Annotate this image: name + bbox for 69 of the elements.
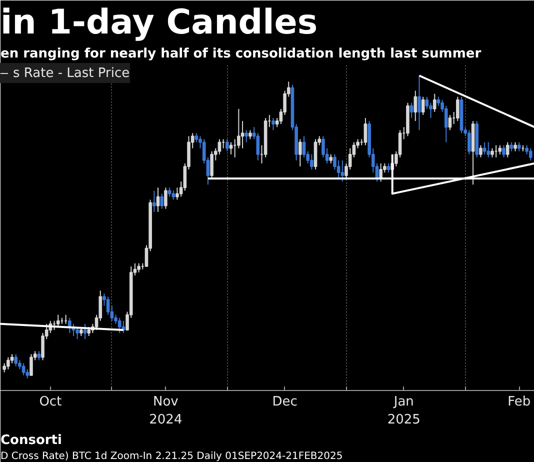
candlestick xyxy=(514,142,517,152)
candlestick xyxy=(68,317,72,334)
candlestick xyxy=(83,323,87,340)
candlestick xyxy=(218,138,222,155)
candlestick xyxy=(210,150,214,180)
candlestick xyxy=(479,144,482,158)
candlestick xyxy=(336,160,340,180)
candlestick xyxy=(425,96,429,110)
x-tick-label: Jan 2025 xyxy=(387,394,420,428)
candlestick xyxy=(14,354,18,367)
candlestick xyxy=(298,138,302,167)
candlestick xyxy=(137,262,140,273)
candlestick xyxy=(448,114,452,131)
candlestick xyxy=(10,354,14,364)
x-tick-label: Feb xyxy=(508,394,531,410)
candlestick xyxy=(436,96,440,106)
candlestick xyxy=(502,144,506,158)
candlestick xyxy=(490,148,494,158)
x-tick-label: Dec xyxy=(272,394,298,410)
x-tick-label: Oct xyxy=(39,394,62,410)
candlestick xyxy=(37,350,41,361)
candlestick xyxy=(379,162,382,182)
candlestick xyxy=(229,142,233,155)
candlestick xyxy=(486,142,490,158)
candlestick xyxy=(482,142,486,155)
text: Consorti xyxy=(0,433,62,448)
candlestick xyxy=(226,138,229,152)
candlestick xyxy=(106,296,110,316)
candlestick xyxy=(164,187,168,210)
candlestick xyxy=(414,90,418,122)
candlestick xyxy=(194,132,198,143)
candlestick xyxy=(386,162,390,173)
candlestick xyxy=(118,317,122,334)
text: D Cross Rate) BTC 1d Zoom-In 2.21.25 Daily 01SEP2024-21FEB2025 xyxy=(0,451,343,462)
candlestick xyxy=(6,356,10,370)
chart-subtitle: en ranging for nearly half of its consolidation length last summer xyxy=(0,46,482,62)
text: s Rate - Last Price xyxy=(13,66,130,80)
candlestick xyxy=(302,136,306,158)
candlestick xyxy=(410,102,414,118)
candlestick xyxy=(517,142,521,152)
candlestick xyxy=(310,154,314,170)
candlestick xyxy=(76,326,79,340)
candlestick xyxy=(468,130,471,155)
candlestick xyxy=(156,187,160,212)
candlestick xyxy=(56,314,60,328)
candlestick xyxy=(456,96,460,122)
candlestick xyxy=(329,154,333,164)
candlestick xyxy=(152,190,156,212)
candlestick xyxy=(506,142,510,158)
candlestick xyxy=(498,144,502,155)
candlestick xyxy=(240,120,244,149)
candlestick xyxy=(248,130,252,140)
candlestick xyxy=(168,187,172,198)
candlestick xyxy=(510,142,514,152)
candlestick xyxy=(421,96,425,116)
candlestick xyxy=(87,326,91,336)
chart-title: in 1-day Candles xyxy=(0,2,318,42)
candlestick xyxy=(364,118,368,146)
candlestick xyxy=(172,190,176,200)
candlestick xyxy=(272,118,275,131)
candlestick xyxy=(22,362,26,376)
candlestick xyxy=(432,93,436,112)
candlestick xyxy=(340,160,344,182)
candlestick xyxy=(418,75,421,131)
x-tick-label: Nov 2024 xyxy=(149,394,182,428)
candlestick xyxy=(244,130,248,143)
candlestick xyxy=(160,193,164,210)
candlestick xyxy=(529,148,532,161)
candlestick xyxy=(30,354,33,376)
